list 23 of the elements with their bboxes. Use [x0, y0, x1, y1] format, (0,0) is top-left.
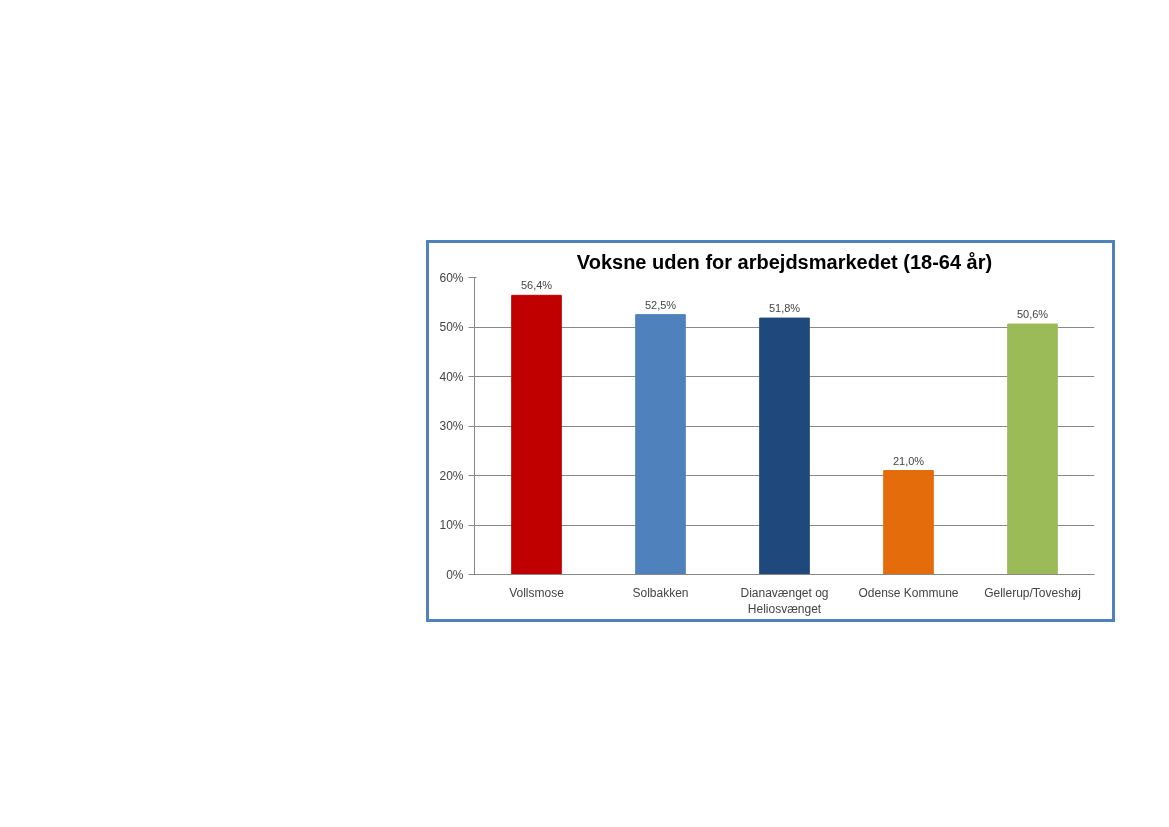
- y-tick-label: 30%: [439, 419, 464, 433]
- x-tick-label: Solbakken: [632, 585, 689, 600]
- chart-title: Voksne uden for arbejdsmarkedet (18-64 år): [576, 250, 993, 273]
- data-label: 56,4%: [520, 279, 553, 292]
- bar: [511, 294, 562, 575]
- y-tick-label: 40%: [439, 369, 464, 384]
- data-label: 21,0%: [892, 454, 925, 467]
- bar: [759, 317, 810, 575]
- data-label: 51,8%: [768, 302, 801, 315]
- x-tick-label: Gellerup/Toveshøj: [984, 585, 1081, 600]
- bar: [635, 314, 686, 575]
- y-tick-label: 60%: [439, 270, 464, 285]
- y-tick-label: 50%: [439, 320, 464, 334]
- x-tick-label: Dianavænget og Heliosvænget: [740, 585, 829, 617]
- y-tick-label: 20%: [439, 468, 464, 483]
- x-tick-label: Vollsmose: [509, 585, 565, 600]
- x-tick-label: Odense Kommune: [858, 585, 959, 600]
- bar: [1007, 323, 1058, 575]
- data-label: 50,6%: [1016, 308, 1049, 321]
- y-tick-label: 0%: [446, 567, 464, 582]
- y-tick-label: 10%: [439, 518, 464, 532]
- data-label: 52,5%: [644, 298, 677, 311]
- bar: [883, 470, 934, 575]
